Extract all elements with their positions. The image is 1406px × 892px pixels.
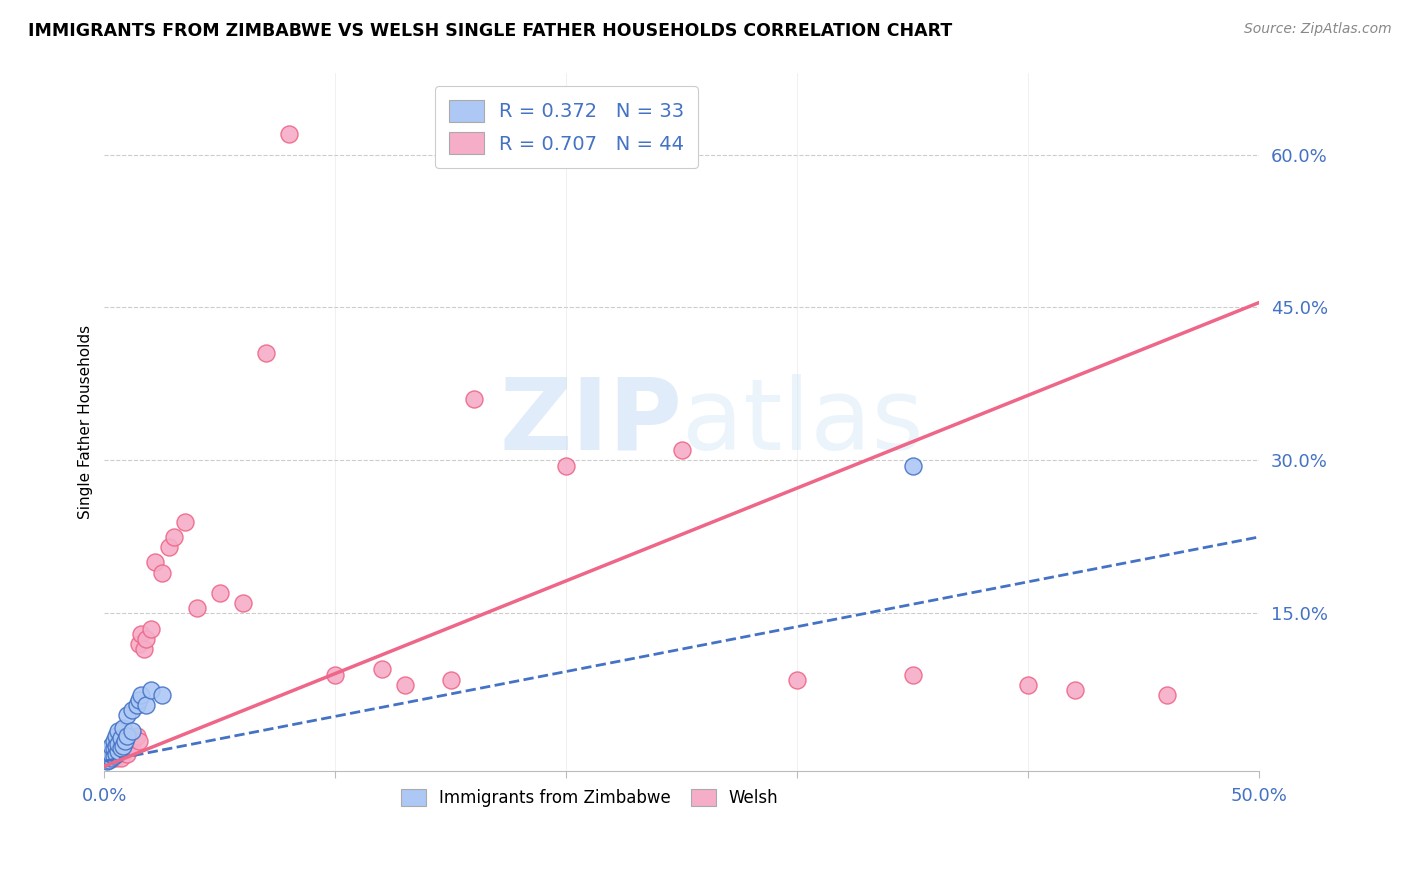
Point — [117, 729, 139, 743]
Y-axis label: Single Father Households: Single Father Households — [79, 325, 93, 519]
Point — [96, 754, 118, 768]
Point — [1156, 688, 1178, 702]
Point — [104, 747, 127, 761]
Point — [117, 733, 139, 747]
Text: IMMIGRANTS FROM ZIMBABWE VS WELSH SINGLE FATHER HOUSEHOLDS CORRELATION CHART: IMMIGRANTS FROM ZIMBABWE VS WELSH SINGLE… — [28, 22, 952, 40]
Point — [103, 749, 125, 764]
Point — [111, 737, 134, 751]
Text: ZIP: ZIP — [499, 374, 682, 471]
Point — [135, 698, 157, 712]
Point — [1063, 682, 1085, 697]
Point — [370, 662, 392, 676]
Point — [135, 632, 157, 646]
Point — [174, 515, 197, 529]
Text: Source: ZipAtlas.com: Source: ZipAtlas.com — [1244, 22, 1392, 37]
Point — [111, 744, 134, 758]
Point — [440, 673, 463, 687]
Point — [96, 751, 118, 765]
Point — [103, 740, 125, 755]
Point — [104, 751, 127, 765]
Point — [100, 747, 122, 761]
Point — [150, 688, 173, 702]
Point — [463, 392, 485, 407]
Point — [100, 739, 122, 753]
Point — [104, 729, 127, 743]
Point — [139, 682, 162, 697]
Point — [107, 744, 129, 758]
Point — [278, 127, 301, 141]
Point — [150, 566, 173, 580]
Point — [131, 626, 153, 640]
Point — [128, 693, 150, 707]
Point — [1017, 678, 1039, 692]
Point — [186, 601, 208, 615]
Point — [114, 733, 136, 747]
Point — [901, 667, 924, 681]
Point — [131, 688, 153, 702]
Point — [555, 458, 578, 473]
Point — [110, 731, 132, 745]
Point — [125, 729, 148, 743]
Point — [107, 723, 129, 738]
Point — [103, 733, 125, 747]
Point — [110, 740, 132, 755]
Point — [143, 555, 166, 569]
Point — [117, 747, 139, 761]
Point — [121, 723, 143, 738]
Point — [98, 744, 121, 758]
Point — [394, 678, 416, 692]
Point — [111, 721, 134, 735]
Point — [124, 731, 146, 745]
Point — [104, 744, 127, 758]
Point — [100, 749, 122, 764]
Point — [128, 637, 150, 651]
Point — [128, 733, 150, 747]
Point — [98, 753, 121, 767]
Point — [104, 739, 127, 753]
Point — [117, 708, 139, 723]
Point — [121, 703, 143, 717]
Point — [139, 622, 162, 636]
Point — [110, 751, 132, 765]
Point — [157, 540, 180, 554]
Point — [786, 673, 808, 687]
Point — [98, 749, 121, 764]
Point — [121, 739, 143, 753]
Point — [110, 740, 132, 755]
Point — [325, 667, 347, 681]
Point — [254, 346, 277, 360]
Point — [901, 458, 924, 473]
Point — [98, 751, 121, 765]
Point — [111, 739, 134, 753]
Point — [208, 586, 231, 600]
Point — [107, 737, 129, 751]
Point — [132, 642, 155, 657]
Point — [125, 698, 148, 712]
Point — [107, 747, 129, 761]
Point — [103, 747, 125, 761]
Point — [163, 530, 186, 544]
Point — [114, 740, 136, 755]
Point — [232, 596, 254, 610]
Point — [100, 751, 122, 765]
Point — [671, 443, 693, 458]
Text: atlas: atlas — [682, 374, 924, 471]
Legend: Immigrants from Zimbabwe, Welsh: Immigrants from Zimbabwe, Welsh — [392, 780, 787, 815]
